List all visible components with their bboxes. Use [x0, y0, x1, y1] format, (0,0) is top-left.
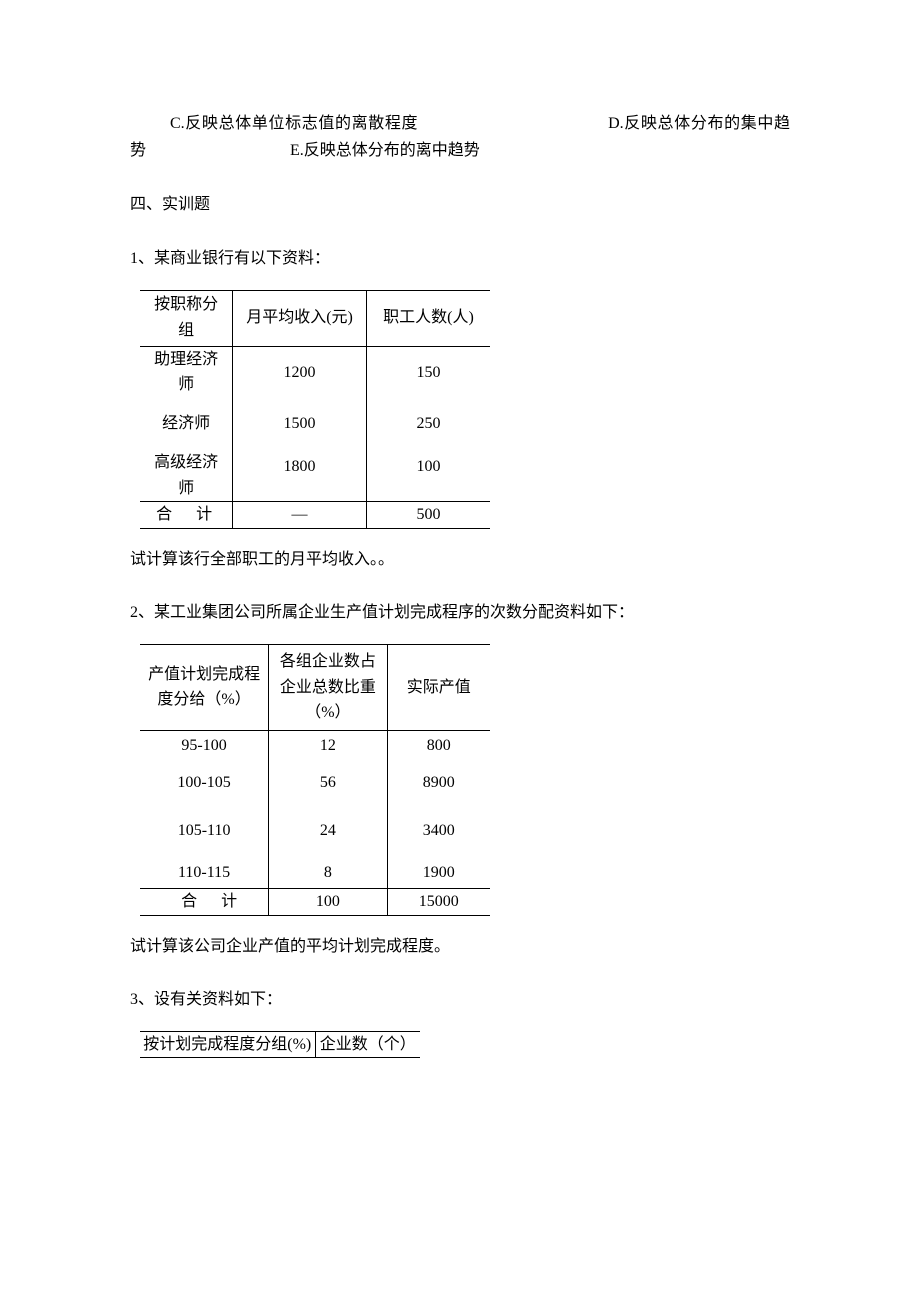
t2-r1-pct: 12 — [269, 730, 387, 758]
t2-r2-val: 8900 — [387, 758, 490, 806]
t1-col2-header: 月平均收入(元) — [233, 290, 367, 346]
table-row: 100-105 56 8900 — [140, 758, 490, 806]
table-row: 助理经济师 1200 150 — [140, 346, 490, 398]
t1-total-label: 合 计 — [140, 502, 233, 529]
t1-col1-header: 按职称分组 — [140, 290, 233, 346]
q3-prompt: 3、设有关资料如下： — [130, 987, 790, 1013]
t3-col1-header: 按计划完成程度分组(%) — [140, 1031, 315, 1058]
t1-total-income: — — [233, 502, 367, 529]
option-e: E.反映总体分布的离中趋势 — [290, 142, 480, 159]
t1-r2-label: 经济师 — [140, 398, 233, 450]
t1-r3-label: 高级经济师 — [140, 450, 233, 502]
table-row: 经济师 1500 250 — [140, 398, 490, 450]
t2-r4-val: 1900 — [387, 854, 490, 888]
q1-followup: 试计算该行全部职工的月平均收入。。 — [130, 547, 790, 573]
table-total-row: 合 计 100 15000 — [140, 888, 490, 915]
t1-r1-income: 1200 — [233, 346, 367, 398]
t3-col2-header: 企业数（个） — [315, 1031, 420, 1058]
t1-r1-count: 150 — [366, 346, 490, 398]
q2-prompt: 2、某工业集团公司所属企业生产值计划完成程序的次数分配资料如下： — [130, 600, 790, 626]
t2-r3-val: 3400 — [387, 806, 490, 854]
t1-r1-label: 助理经济师 — [140, 346, 233, 398]
t1-col3-header: 职工人数(人) — [366, 290, 490, 346]
q2-followup: 试计算该公司企业产值的平均计划完成程度。 — [130, 934, 790, 960]
table-row: 高级经济师 1800 100 — [140, 450, 490, 502]
t1-r3-count: 100 — [366, 450, 490, 502]
table-row: 105-110 24 3400 — [140, 806, 490, 854]
t2-r2-range: 100-105 — [140, 758, 269, 806]
t2-total-val: 15000 — [387, 888, 490, 915]
table-1: 按职称分组 月平均收入(元) 职工人数(人) 助理经济师 1200 150 经济… — [140, 290, 490, 529]
table-3: 按计划完成程度分组(%) 企业数（个） — [140, 1031, 420, 1059]
t2-r4-pct: 8 — [269, 854, 387, 888]
t2-r3-range: 105-110 — [140, 806, 269, 854]
t2-r2-pct: 56 — [269, 758, 387, 806]
option-text-block: C.反映总体单位标志值的离散程度 D.反映总体分布的集中趋势 E.反映总体分布的… — [130, 110, 790, 164]
q1-prompt: 1、某商业银行有以下资料： — [130, 246, 790, 272]
t2-r1-val: 800 — [387, 730, 490, 758]
table-row: 95-100 12 800 — [140, 730, 490, 758]
t2-col3-header: 实际产值 — [387, 645, 490, 731]
t2-col1-header: 产值计划完成程度分给（%） — [140, 645, 269, 731]
section-4-title: 四、实训题 — [130, 192, 790, 218]
table-2: 产值计划完成程度分给（%） 各组企业数占企业总数比重（%） 实际产值 95-10… — [140, 644, 490, 915]
t2-total-label: 合 计 — [140, 888, 269, 915]
t1-r2-count: 250 — [366, 398, 490, 450]
t2-col2-header: 各组企业数占企业总数比重（%） — [269, 645, 387, 731]
t1-r3-income: 1800 — [233, 450, 367, 502]
t1-r2-income: 1500 — [233, 398, 367, 450]
t2-r4-range: 110-115 — [140, 854, 269, 888]
t1-total-count: 500 — [366, 502, 490, 529]
t2-r1-range: 95-100 — [140, 730, 269, 758]
table-total-row: 合 计 — 500 — [140, 502, 490, 529]
table-row: 110-115 8 1900 — [140, 854, 490, 888]
option-c: C.反映总体单位标志值的离散程度 — [130, 115, 418, 132]
t2-r3-pct: 24 — [269, 806, 387, 854]
t2-total-pct: 100 — [269, 888, 387, 915]
